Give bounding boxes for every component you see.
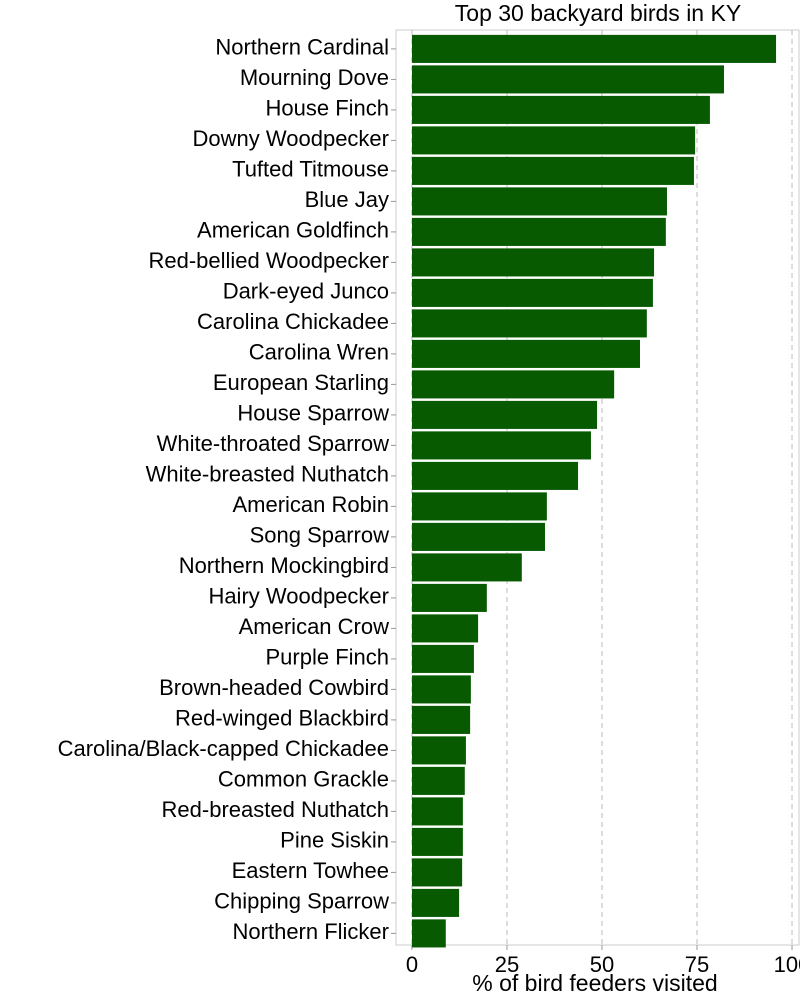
bar <box>411 736 466 765</box>
y-tick-label: Eastern Towhee <box>232 858 389 883</box>
y-tick-label: Red-winged Blackbird <box>175 706 389 731</box>
x-tick-label: 0 <box>406 952 418 977</box>
y-tick-label: Carolina Wren <box>249 340 389 365</box>
plot-panel <box>395 29 800 946</box>
bar <box>411 858 463 887</box>
bar <box>411 675 471 704</box>
bar <box>411 492 547 521</box>
y-tick-label: Carolina/Black-capped Chickadee <box>58 736 389 761</box>
bar <box>411 309 647 338</box>
bar <box>411 217 666 246</box>
bar <box>411 95 710 124</box>
bar <box>411 827 463 856</box>
y-tick-label: European Starling <box>213 370 389 395</box>
x-tick-label: 100 <box>774 952 800 977</box>
y-tick-label: Northern Mockingbird <box>179 553 389 578</box>
bar <box>411 339 640 368</box>
y-tick-label: Carolina Chickadee <box>197 309 389 334</box>
bar <box>411 126 696 155</box>
bar <box>411 705 471 734</box>
bar <box>411 919 446 948</box>
bar <box>411 583 487 612</box>
y-tick-label: Downy Woodpecker <box>193 126 389 151</box>
bar <box>411 248 655 277</box>
y-tick-label: House Finch <box>265 96 389 121</box>
y-tick-label: White-throated Sparrow <box>157 431 389 456</box>
bar <box>411 65 724 94</box>
y-tick-label: White-breasted Nuthatch <box>146 462 389 487</box>
x-tick-label: 25 <box>495 952 519 977</box>
bar <box>411 644 474 673</box>
y-tick-label: Northern Cardinal <box>215 35 389 60</box>
bar <box>411 461 579 490</box>
bar <box>411 553 522 582</box>
chart-title: Top 30 backyard birds in KY <box>455 0 741 26</box>
bar <box>411 187 667 216</box>
y-tick-label: Tufted Titmouse <box>232 157 389 182</box>
y-tick-label: Red-bellied Woodpecker <box>148 248 389 273</box>
y-tick-label: Common Grackle <box>218 767 389 792</box>
x-axis-label: % of bird feeders visited <box>472 970 717 996</box>
bar <box>411 278 653 307</box>
y-tick-label: Mourning Dove <box>240 65 389 90</box>
y-tick-label: American Robin <box>232 492 389 517</box>
y-tick-label: Hairy Woodpecker <box>208 584 389 609</box>
y-tick-label: Red-breasted Nuthatch <box>162 797 389 822</box>
bar <box>411 614 479 643</box>
y-tick-label: Song Sparrow <box>250 523 390 548</box>
bar <box>411 766 465 795</box>
bar <box>411 431 591 460</box>
bar <box>411 400 598 429</box>
x-tick-label: 50 <box>590 952 614 977</box>
y-tick-label: American Goldfinch <box>197 218 389 243</box>
y-tick-label: Pine Siskin <box>280 828 389 853</box>
bar <box>411 34 777 63</box>
bar <box>411 156 694 185</box>
y-tick-label: House Sparrow <box>237 401 389 426</box>
y-tick-label: Chipping Sparrow <box>214 889 389 914</box>
x-tick-label: 75 <box>685 952 709 977</box>
y-tick-label: American Crow <box>239 614 389 639</box>
y-tick-label: Blue Jay <box>305 187 389 212</box>
y-tick-label: Dark-eyed Junco <box>223 279 389 304</box>
bar <box>411 797 463 826</box>
bar <box>411 888 460 917</box>
y-tick-label: Brown-headed Cowbird <box>159 675 389 700</box>
y-tick-label: Purple Finch <box>265 645 389 670</box>
y-tick-label: Northern Flicker <box>233 919 389 944</box>
bar <box>411 522 545 551</box>
bar <box>411 370 615 399</box>
